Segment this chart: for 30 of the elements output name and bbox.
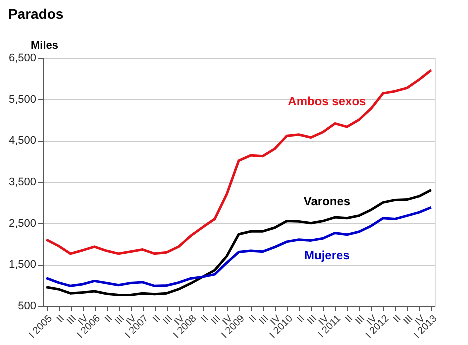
- x-tick-label: III: [113, 314, 128, 328]
- x-tick-label: III: [161, 314, 176, 328]
- x-tick-label: III: [210, 314, 224, 328]
- x-tick-label: II: [103, 314, 116, 326]
- y-tick-label: 3,500: [8, 176, 36, 188]
- y-tick-label: 5,500: [8, 94, 36, 106]
- chart-title: Parados: [8, 6, 64, 22]
- series-label: Ambos sexos: [288, 94, 367, 109]
- line-series: [45, 189, 433, 297]
- x-tick-label: III: [65, 314, 79, 328]
- series-label: Varones: [304, 194, 351, 209]
- x-tick-label: II: [151, 314, 164, 326]
- y-tick-label: 6,500: [8, 52, 36, 64]
- x-tick-label: II: [392, 314, 404, 326]
- y-axis-title: Miles: [31, 40, 59, 52]
- x-tick-label: III: [354, 314, 368, 328]
- x-tick-label: II: [199, 314, 212, 326]
- series-label: Mujeres: [304, 248, 350, 262]
- x-tick-label: II: [55, 314, 67, 326]
- line-series: [45, 206, 433, 288]
- x-tick-label: III: [402, 314, 416, 328]
- y-tick-label: 1,500: [8, 259, 36, 272]
- x-tick-label: II: [344, 314, 356, 326]
- x-tick-label: II: [296, 314, 308, 326]
- x-tick-label: III: [258, 314, 272, 328]
- x-tick-label: II: [248, 314, 260, 326]
- y-tick-label: 2,500: [8, 218, 36, 230]
- x-tick-label: III: [306, 314, 320, 328]
- y-tick-label: 500: [18, 300, 36, 312]
- y-tick-label: 4,500: [8, 135, 36, 148]
